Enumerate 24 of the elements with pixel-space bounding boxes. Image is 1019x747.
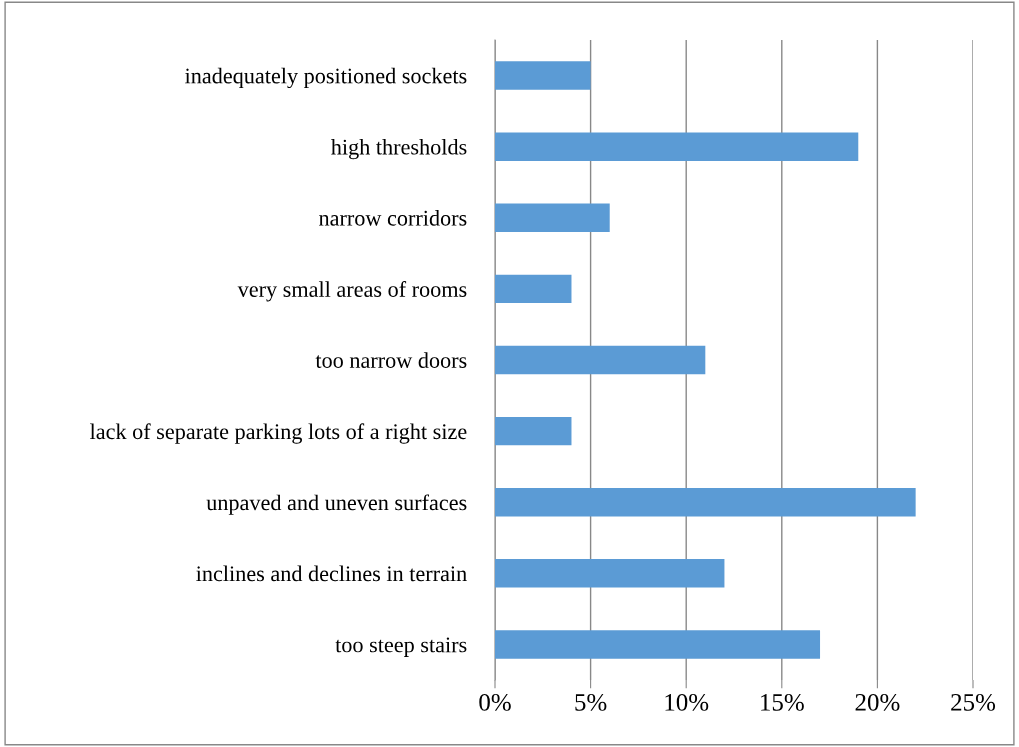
bar [495,345,706,375]
y-tick-label: too steep stairs [335,637,467,657]
x-tick-label: 20% [855,693,900,711]
x-tick-label: 10% [665,693,709,711]
y-tick-label: lack of separate parking lots of a right size [90,423,467,444]
bar [495,559,725,588]
x-tick-label: 0% [479,693,511,711]
x-tick-label: 15% [761,693,804,711]
y-tick-label: very small areas of rooms [237,281,467,302]
bar [495,132,859,161]
y-tick-label: inadequately positioned sockets [185,67,467,89]
bar [495,203,610,232]
y-tick-label: high thresholds [331,138,467,160]
bar [495,274,572,304]
bar [495,488,916,517]
bar [495,630,821,659]
y-tick-label: unpaved and uneven surfaces [206,494,467,515]
bar [495,416,572,446]
x-tick-label: 5% [575,693,607,711]
y-tick-label: too narrow doors [315,352,467,368]
bar [495,61,591,90]
y-tick-label: narrow corridors [319,210,467,226]
x-tick-label: 25% [951,693,996,711]
y-tick-label: inclines and declines in terrain [196,565,467,582]
